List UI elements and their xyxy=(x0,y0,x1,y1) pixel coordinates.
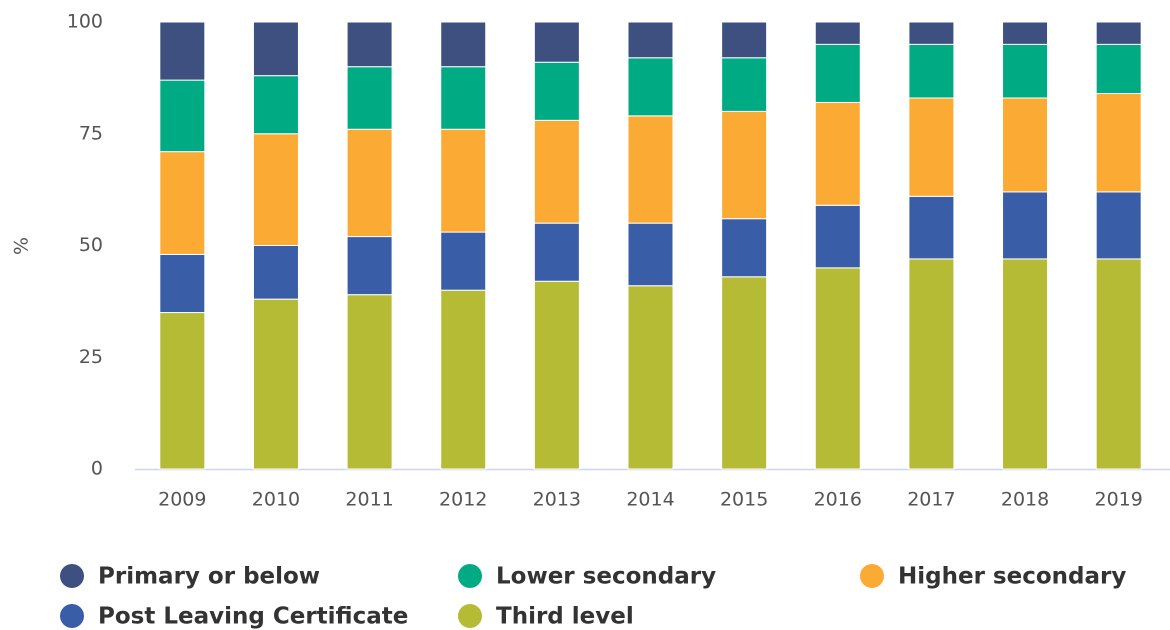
bar-segment xyxy=(721,110,768,220)
bar-segment xyxy=(346,236,393,296)
legend-swatch xyxy=(60,604,84,628)
x-tick-label: 2009 xyxy=(158,489,206,511)
bar-segment xyxy=(908,21,955,45)
legend-swatch xyxy=(860,564,884,588)
bar-segment xyxy=(440,289,487,470)
x-tick-label: 2015 xyxy=(720,489,768,511)
bar-segment xyxy=(627,57,674,117)
bar-segment xyxy=(440,128,487,233)
legend-swatch xyxy=(458,604,482,628)
bar-segment xyxy=(814,43,861,103)
x-tick-label: 2017 xyxy=(907,489,955,511)
bar-segment xyxy=(814,101,861,206)
bar-segment xyxy=(533,222,580,282)
bar-segment xyxy=(252,133,299,246)
bar-segment xyxy=(1095,21,1142,45)
bar-segment xyxy=(346,294,393,470)
bar-segment xyxy=(533,119,580,224)
bar-segment xyxy=(627,222,674,287)
bar-segment xyxy=(627,21,674,59)
bar-segment xyxy=(1095,93,1142,193)
legend-label: Higher secondary xyxy=(898,564,1126,590)
bar-segment xyxy=(252,75,299,135)
bar-segment xyxy=(721,21,768,59)
legend-swatch xyxy=(458,564,482,588)
bar-segment xyxy=(908,258,955,470)
bar-segment xyxy=(159,312,206,470)
bar-segment xyxy=(346,21,393,68)
bar-segment xyxy=(440,231,487,291)
bar-segment xyxy=(159,151,206,255)
bar-segment xyxy=(721,276,768,470)
bar-segment xyxy=(814,267,861,470)
bar-segment xyxy=(1095,191,1142,260)
y-tick-label: 100 xyxy=(67,11,103,33)
x-tick-label: 2016 xyxy=(814,489,862,511)
x-tick-label: 2011 xyxy=(345,489,393,511)
bar-segment xyxy=(627,115,674,224)
x-tick-label: 2014 xyxy=(626,489,674,511)
legend-label: Lower secondary xyxy=(496,564,716,590)
y-tick-label: 75 xyxy=(79,122,103,144)
bar-segment xyxy=(159,253,206,314)
x-tick-label: 2013 xyxy=(533,489,581,511)
x-tick-label: 2012 xyxy=(439,489,487,511)
bar-segment xyxy=(1002,43,1049,99)
x-tick-label: 2018 xyxy=(1001,489,1049,511)
y-tick-label: 50 xyxy=(79,234,103,256)
bar-segment xyxy=(440,21,487,68)
bar-segment xyxy=(346,66,393,130)
bar-segment xyxy=(252,245,299,300)
bar-segment xyxy=(533,61,580,121)
bar-segment xyxy=(1002,258,1049,470)
bar-segment xyxy=(159,21,206,81)
bar-segment xyxy=(814,204,861,269)
bar-segment xyxy=(627,285,674,470)
bar-segment xyxy=(721,57,768,112)
x-tick-label: 2019 xyxy=(1095,489,1143,511)
bar-segment xyxy=(440,66,487,130)
bar-segment xyxy=(1002,21,1049,45)
bar-segment xyxy=(908,43,955,99)
bar-segment xyxy=(908,195,955,260)
y-axis-label: % xyxy=(11,237,33,255)
x-tick-label: 2010 xyxy=(252,489,300,511)
y-tick-label: 25 xyxy=(79,346,103,368)
bar-segment xyxy=(1002,191,1049,260)
bar-segment xyxy=(533,21,580,63)
legend-label: Post Leaving Certificate xyxy=(98,604,408,630)
legend-swatch xyxy=(60,564,84,588)
bar-segment xyxy=(908,97,955,197)
bar-segment xyxy=(814,21,861,45)
bar-segment xyxy=(159,79,206,153)
bar-segment xyxy=(721,218,768,278)
bar-segment xyxy=(1002,97,1049,193)
bar-segment xyxy=(346,128,393,238)
bar-segment xyxy=(1095,43,1142,95)
legend-label: Primary or below xyxy=(98,564,320,590)
bar-segment xyxy=(533,280,580,470)
bar-segment xyxy=(1095,258,1142,470)
bar-segment xyxy=(252,21,299,77)
y-tick-label: 0 xyxy=(91,458,103,480)
bar-segment xyxy=(252,298,299,470)
legend-label: Third level xyxy=(496,604,634,630)
